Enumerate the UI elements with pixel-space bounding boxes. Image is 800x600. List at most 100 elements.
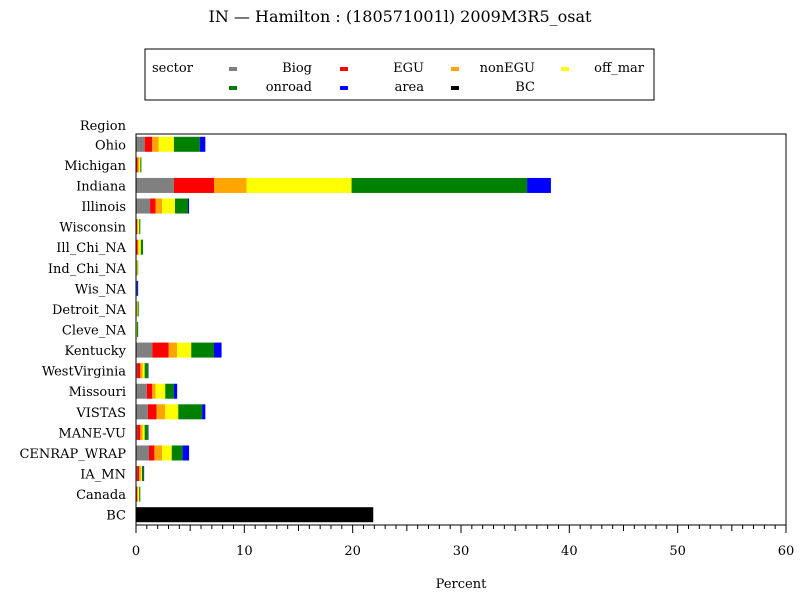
bar-ia-mn-area bbox=[143, 466, 145, 482]
bar-westvirginia-off-mar bbox=[142, 363, 145, 379]
bar-michigan-off-mar bbox=[139, 157, 141, 173]
bar-ohio-biog bbox=[136, 136, 145, 152]
y-tick-label-wisconsin: Wisconsin bbox=[59, 221, 126, 236]
bar-kentucky-off-mar bbox=[177, 342, 192, 358]
bar-mane-vu-area bbox=[147, 424, 149, 440]
x-tick-label-40: 40 bbox=[561, 544, 578, 559]
bar-cenrap-wrap-nonegu bbox=[154, 445, 162, 461]
bar-detroit-na-nonegu bbox=[136, 301, 138, 317]
legend-label-biog: Biog bbox=[282, 61, 312, 76]
bar-ohio-onroad bbox=[173, 136, 200, 152]
bar-ohio-area bbox=[199, 136, 206, 152]
x-tick-label-30: 30 bbox=[453, 544, 470, 559]
bar-bc-bc bbox=[136, 507, 374, 523]
bar-cenrap-wrap-egu bbox=[149, 445, 155, 461]
bar-vistas-area bbox=[202, 404, 206, 420]
bar-missouri-egu bbox=[146, 383, 153, 399]
bar-canada-onroad bbox=[139, 486, 141, 502]
bar-vistas-nonegu bbox=[156, 404, 166, 420]
bar-ohio-off-mar bbox=[158, 136, 174, 152]
y-tick-labels: Ohio Michigan Indiana Illinois Wisconsin Ill_… bbox=[19, 138, 126, 523]
bar-indiana-nonegu bbox=[214, 177, 247, 193]
bar-ind-chi-na-off-mar bbox=[137, 260, 138, 276]
bars bbox=[136, 136, 551, 523]
y-tick-label-cleve-na: Cleve_NA bbox=[62, 324, 127, 339]
bar-mane-vu-nonegu bbox=[140, 424, 143, 440]
bar-canada-nonegu bbox=[137, 486, 139, 502]
bar-missouri-off-mar bbox=[155, 383, 166, 399]
legend-label-nonegu: nonEGU bbox=[480, 61, 535, 76]
bar-ill-chi-na-egu bbox=[136, 239, 138, 255]
bar-wis-na-area bbox=[137, 280, 139, 296]
bar-missouri-area bbox=[173, 383, 178, 399]
bar-indiana-egu bbox=[173, 177, 214, 193]
bar-ind-chi-na-nonegu bbox=[136, 260, 138, 276]
bar-kentucky-egu bbox=[152, 342, 169, 358]
x-tick-label-10: 10 bbox=[236, 544, 253, 559]
bar-mane-vu-egu bbox=[137, 424, 141, 440]
bar-mane-vu-onroad bbox=[144, 424, 148, 440]
legend-label-onroad: onroad bbox=[266, 80, 312, 95]
bar-cenrap-wrap-area bbox=[182, 445, 190, 461]
bar-indiana-biog bbox=[136, 177, 174, 193]
bar-illinois-area bbox=[188, 198, 190, 214]
bar-illinois-nonegu bbox=[155, 198, 162, 214]
bar-detroit-na-onroad bbox=[137, 301, 139, 317]
bar-westvirginia-nonegu bbox=[140, 363, 143, 379]
y-tick-label-bc: BC bbox=[106, 509, 126, 524]
legend-swatch-egu bbox=[340, 67, 348, 71]
legend-swatch-bc bbox=[451, 86, 459, 90]
bar-canada-egu bbox=[136, 486, 138, 502]
bar-illinois-onroad bbox=[175, 198, 188, 214]
bar-wisconsin-egu bbox=[136, 219, 138, 235]
bar-wisconsin-onroad bbox=[139, 219, 141, 235]
bar-ill-chi-na-off-mar bbox=[138, 239, 141, 255]
legend-swatch-area bbox=[340, 86, 348, 90]
bar-ia-mn-egu bbox=[137, 466, 140, 482]
y-axis-label: Region bbox=[80, 119, 127, 134]
bar-missouri-onroad bbox=[165, 383, 174, 399]
y-tick-label-michigan: Michigan bbox=[64, 159, 126, 174]
bar-illinois-egu bbox=[150, 198, 156, 214]
legend-swatch-onroad bbox=[229, 86, 237, 90]
x-axis: 0 10 20 30 40 50 60 bbox=[132, 525, 794, 559]
legend-swatch-nonegu bbox=[451, 67, 459, 71]
y-tick-label-ind-chi-na: Ind_Chi_NA bbox=[48, 262, 127, 277]
bar-detroit-na-off-mar bbox=[137, 301, 138, 317]
bar-canada-off-mar bbox=[138, 486, 140, 502]
y-tick-label-ohio: Ohio bbox=[95, 138, 126, 153]
bar-westvirginia-egu bbox=[137, 363, 141, 379]
y-tick-label-detroit-na: Detroit_NA bbox=[52, 303, 127, 318]
legend-label-area: area bbox=[395, 80, 425, 95]
bar-missouri-biog bbox=[136, 383, 147, 399]
y-tick-label-vistas: VISTAS bbox=[75, 406, 126, 421]
x-tick-label-60: 60 bbox=[778, 544, 795, 559]
legend-swatch-off-mar bbox=[561, 67, 569, 71]
bar-vistas-egu bbox=[147, 404, 157, 420]
bar-ia-mn-nonegu bbox=[139, 466, 141, 482]
bar-ill-chi-na-nonegu bbox=[137, 239, 139, 255]
bar-kentucky-onroad bbox=[191, 342, 214, 358]
bar-ia-mn-biog bbox=[136, 466, 138, 482]
x-tick-label-20: 20 bbox=[344, 544, 361, 559]
y-tick-label-indiana: Indiana bbox=[76, 179, 126, 194]
bar-kentucky-biog bbox=[136, 342, 153, 358]
bar-illinois-off-mar bbox=[162, 198, 175, 214]
bar-indiana-onroad bbox=[351, 177, 528, 193]
bar-michigan-nonegu bbox=[137, 157, 140, 173]
bar-kentucky-nonegu bbox=[168, 342, 178, 358]
y-tick-label-illinois: Illinois bbox=[81, 200, 126, 215]
bar-cleve-na-onroad bbox=[137, 322, 139, 337]
legend-title: sector bbox=[152, 61, 194, 76]
legend-label-off-mar: off_mar bbox=[594, 61, 645, 76]
legend-box bbox=[144, 48, 655, 101]
bar-westvirginia-biog bbox=[136, 363, 138, 379]
y-tick-label-canada: Canada bbox=[76, 488, 126, 503]
bar-mane-vu-off-mar bbox=[142, 424, 145, 440]
y-tick-label-wis-na: Wis_NA bbox=[75, 282, 127, 297]
bar-ill-chi-na-onroad bbox=[140, 239, 144, 255]
y-tick-label-ia-mn: IA_MN bbox=[80, 468, 126, 483]
bar-kentucky-area bbox=[214, 342, 222, 358]
